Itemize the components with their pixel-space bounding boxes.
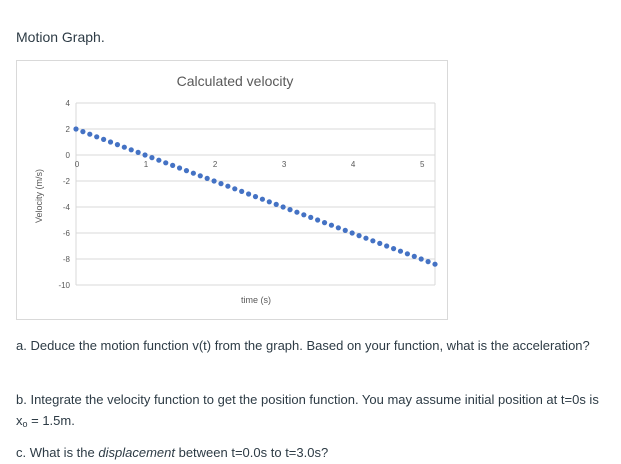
page-heading: Motion Graph. bbox=[16, 29, 105, 45]
data-point bbox=[170, 162, 176, 168]
data-point bbox=[432, 261, 438, 267]
chart-points bbox=[73, 126, 438, 267]
data-point bbox=[308, 214, 314, 220]
data-point bbox=[425, 259, 431, 265]
data-point bbox=[315, 217, 321, 223]
data-point bbox=[197, 173, 203, 179]
y-tick-label: 0 bbox=[66, 151, 71, 160]
data-point bbox=[80, 129, 86, 135]
x-tick-label: 5 bbox=[420, 160, 425, 169]
data-point bbox=[259, 196, 266, 202]
data-point bbox=[94, 134, 100, 140]
question-b-subscript: o bbox=[22, 419, 28, 429]
data-point bbox=[163, 160, 169, 166]
data-point bbox=[87, 131, 93, 137]
question-c-emphasis: displacement bbox=[98, 445, 175, 460]
data-point bbox=[121, 144, 127, 150]
data-point bbox=[294, 209, 300, 215]
data-point bbox=[142, 152, 148, 158]
data-point bbox=[204, 175, 210, 181]
question-a: a. Deduce the motion function v(t) from … bbox=[16, 338, 590, 353]
y-tick-label: 4 bbox=[66, 99, 71, 108]
data-point bbox=[328, 222, 335, 228]
data-point bbox=[183, 168, 190, 174]
y-tick-label: 2 bbox=[66, 125, 71, 134]
question-b: b. Integrate the velocity function to ge… bbox=[16, 389, 611, 435]
chart-tick-labels: 4 2 0 -2 -4 -6 -8 -10 0 1 2 3 4 5 bbox=[58, 99, 425, 290]
x-tick-label: 4 bbox=[351, 160, 356, 169]
data-point bbox=[252, 194, 259, 200]
data-point bbox=[114, 142, 121, 148]
y-axis-label: Velocity (m/s) bbox=[34, 169, 44, 223]
question-c-end: between t=0.0s to t=3.0s? bbox=[174, 445, 329, 460]
data-point bbox=[280, 204, 286, 210]
data-point bbox=[335, 225, 341, 231]
data-point bbox=[397, 248, 404, 254]
data-point bbox=[239, 188, 245, 194]
data-point bbox=[190, 170, 196, 176]
data-point bbox=[349, 230, 355, 236]
data-point bbox=[128, 147, 134, 153]
data-point bbox=[356, 233, 362, 239]
chart-axes bbox=[75, 103, 436, 285]
data-point bbox=[301, 212, 307, 218]
question-c-text: c. What is the bbox=[16, 445, 99, 460]
data-point bbox=[73, 126, 79, 132]
data-point bbox=[149, 155, 155, 161]
x-tick-label: 2 bbox=[213, 160, 218, 169]
data-point bbox=[411, 253, 417, 259]
question-c: c. What is the displacement between t=0.… bbox=[16, 442, 611, 463]
data-point bbox=[218, 181, 224, 187]
data-point bbox=[404, 251, 410, 257]
question-b-value: = 1.5m. bbox=[27, 413, 75, 428]
data-point bbox=[342, 227, 348, 233]
x-tick-label: 3 bbox=[282, 160, 287, 169]
chart-gridlines bbox=[76, 102, 435, 286]
data-point bbox=[107, 139, 114, 145]
data-point bbox=[211, 178, 217, 184]
x-axis-label: time (s) bbox=[241, 295, 271, 305]
data-point bbox=[363, 235, 369, 241]
data-point bbox=[135, 149, 141, 155]
y-tick-label: -8 bbox=[63, 255, 71, 264]
data-point bbox=[101, 136, 107, 142]
data-point bbox=[384, 243, 390, 249]
data-point bbox=[225, 183, 231, 189]
y-tick-label: -6 bbox=[63, 229, 71, 238]
data-point bbox=[156, 157, 162, 163]
data-point bbox=[377, 240, 383, 246]
data-point bbox=[176, 165, 183, 171]
y-tick-label: -2 bbox=[63, 177, 71, 186]
y-tick-label: -4 bbox=[63, 203, 71, 212]
data-point bbox=[232, 186, 238, 192]
chart-title: Calculated velocity bbox=[177, 73, 294, 89]
data-point bbox=[321, 220, 328, 226]
data-point bbox=[266, 199, 272, 205]
x-tick-label: 0 bbox=[75, 160, 80, 169]
data-point bbox=[287, 207, 293, 213]
data-point bbox=[245, 191, 252, 197]
data-point bbox=[418, 256, 424, 262]
question-b-text: b. Integrate the velocity function to ge… bbox=[16, 392, 599, 428]
data-point bbox=[390, 246, 397, 252]
data-point bbox=[273, 201, 279, 207]
x-tick-label: 1 bbox=[144, 160, 149, 169]
chart-canvas: 4 2 0 -2 -4 -6 -8 -10 0 1 2 3 4 5 Calculated velocity… bbox=[34, 73, 438, 305]
y-tick-label: -10 bbox=[58, 281, 70, 290]
velocity-chart: 4 2 0 -2 -4 -6 -8 -10 0 1 2 3 4 5 Calculated velocity… bbox=[16, 60, 448, 320]
data-point bbox=[370, 238, 376, 244]
